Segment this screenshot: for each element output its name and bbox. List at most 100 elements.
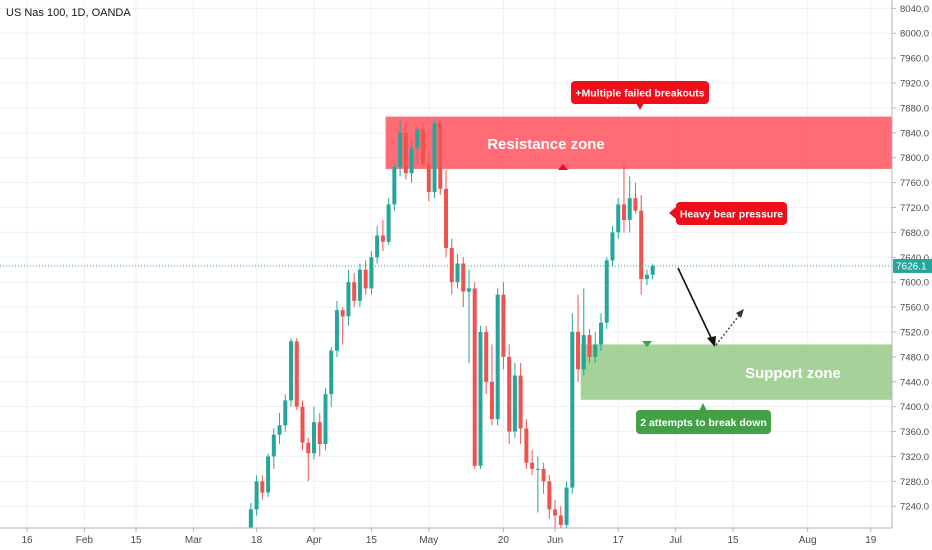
- candle: [357, 263, 362, 308]
- resistance-zone-label: Resistance zone: [487, 136, 605, 153]
- callout-multiple-failed-breakouts[interactable]: +Multiple failed breakouts: [571, 81, 709, 110]
- y-tick-label: 7480.0: [900, 352, 929, 363]
- callout-text: +Multiple failed breakouts: [575, 88, 704, 100]
- y-tick-label: 8000.0: [900, 29, 929, 40]
- candle: [300, 400, 305, 451]
- candle-body: [260, 481, 265, 493]
- candle-body: [466, 288, 471, 292]
- candle: [489, 344, 494, 426]
- y-tick-label: 7400.0: [900, 402, 929, 413]
- candle-body: [472, 288, 477, 466]
- candle: [398, 120, 403, 177]
- candle-body: [461, 263, 466, 292]
- candle: [484, 325, 489, 395]
- candle-body: [530, 462, 535, 469]
- candle: [466, 269, 471, 364]
- candle: [415, 126, 420, 164]
- candle: [260, 475, 265, 500]
- y-tick-label: 7560.0: [900, 303, 929, 314]
- callout-two-attempts[interactable]: 2 attempts to break down: [636, 403, 771, 434]
- candle-body: [254, 481, 259, 510]
- candle-body: [312, 422, 316, 454]
- candle: [449, 238, 454, 295]
- candle: [438, 120, 443, 196]
- x-tick-label: May: [419, 535, 438, 546]
- candle: [541, 462, 546, 494]
- candle: [587, 328, 592, 364]
- x-tick-label: 15: [130, 535, 142, 546]
- candle-body: [306, 442, 311, 454]
- candle: [352, 272, 357, 308]
- x-tick-label: Jul: [669, 535, 682, 546]
- candle-body: [507, 356, 512, 432]
- candle-body: [581, 335, 586, 370]
- y-tick-label: 8040.0: [900, 4, 929, 15]
- y-tick-label: 7320.0: [900, 452, 929, 463]
- candle: [306, 437, 311, 482]
- candle-body: [352, 282, 357, 301]
- candle-body: [495, 294, 500, 420]
- candle: [386, 198, 391, 245]
- candle-body: [289, 341, 294, 401]
- candle-body: [426, 163, 431, 192]
- candle-body: [650, 265, 655, 275]
- candle: [334, 300, 339, 357]
- x-tick-label: 15: [366, 535, 378, 546]
- x-tick-label: 15: [727, 535, 739, 546]
- x-tick-label: Feb: [76, 535, 94, 546]
- candle: [564, 481, 569, 528]
- candle: [507, 344, 512, 444]
- candle: [530, 450, 535, 476]
- candle: [323, 387, 328, 451]
- candle: [576, 294, 581, 382]
- candle: [547, 475, 552, 519]
- support-zone-label: Support zone: [745, 365, 841, 382]
- candle: [432, 120, 437, 199]
- candle-body: [271, 434, 276, 457]
- y-tick-label: 7880.0: [900, 103, 929, 114]
- candle: [639, 195, 644, 295]
- callout-heavy-bear-pressure[interactable]: Heavy bear pressure: [669, 202, 787, 225]
- x-tick-label: Apr: [306, 535, 322, 546]
- callout-box: [676, 202, 787, 225]
- candle-body: [415, 129, 420, 149]
- candle-body: [564, 487, 569, 525]
- candle-body: [346, 282, 351, 317]
- candle-body: [639, 210, 644, 280]
- projection-arrows: [677, 267, 744, 347]
- candle-body: [323, 394, 328, 444]
- candle-body: [432, 123, 437, 192]
- y-tick-label: 7640.0: [900, 253, 929, 264]
- candle-body: [409, 148, 414, 174]
- y-tick-label: 7360.0: [900, 427, 929, 438]
- candle: [277, 412, 282, 444]
- candle: [317, 412, 322, 457]
- support-zone: [580, 344, 892, 400]
- candle-body: [587, 335, 592, 357]
- x-tick-label: Jun: [547, 535, 563, 546]
- x-axis[interactable]: 16 Feb 15 Mar 18 Apr 15 May 20 Jun 17 Jul 15 Aug 19: [21, 528, 877, 546]
- down-arrow-line: [677, 267, 714, 343]
- y-tick-label: 7440.0: [900, 377, 929, 388]
- candle: [294, 338, 299, 410]
- candle-body: [438, 123, 443, 189]
- candle: [478, 325, 483, 469]
- candle-body: [553, 509, 558, 516]
- x-tick-label: 16: [21, 535, 33, 546]
- candle: [346, 269, 351, 326]
- candle-body: [277, 425, 282, 435]
- candle: [621, 163, 626, 233]
- candle-body: [489, 381, 494, 420]
- y-tick-label: 7680.0: [900, 228, 929, 239]
- candle-body: [283, 400, 288, 426]
- candle-body: [576, 331, 581, 370]
- candle: [512, 363, 517, 438]
- callout-pointer: [669, 207, 676, 219]
- x-tick-label: 17: [613, 535, 625, 546]
- candle-body: [621, 204, 626, 220]
- callout-text: Heavy bear pressure: [680, 209, 783, 221]
- y-axis[interactable]: 7240.0 7280.0 7320.0 7360.0 7400.0 7440.0 7480…: [892, 4, 929, 513]
- candle: [524, 419, 529, 469]
- x-axis-background: [0, 528, 932, 550]
